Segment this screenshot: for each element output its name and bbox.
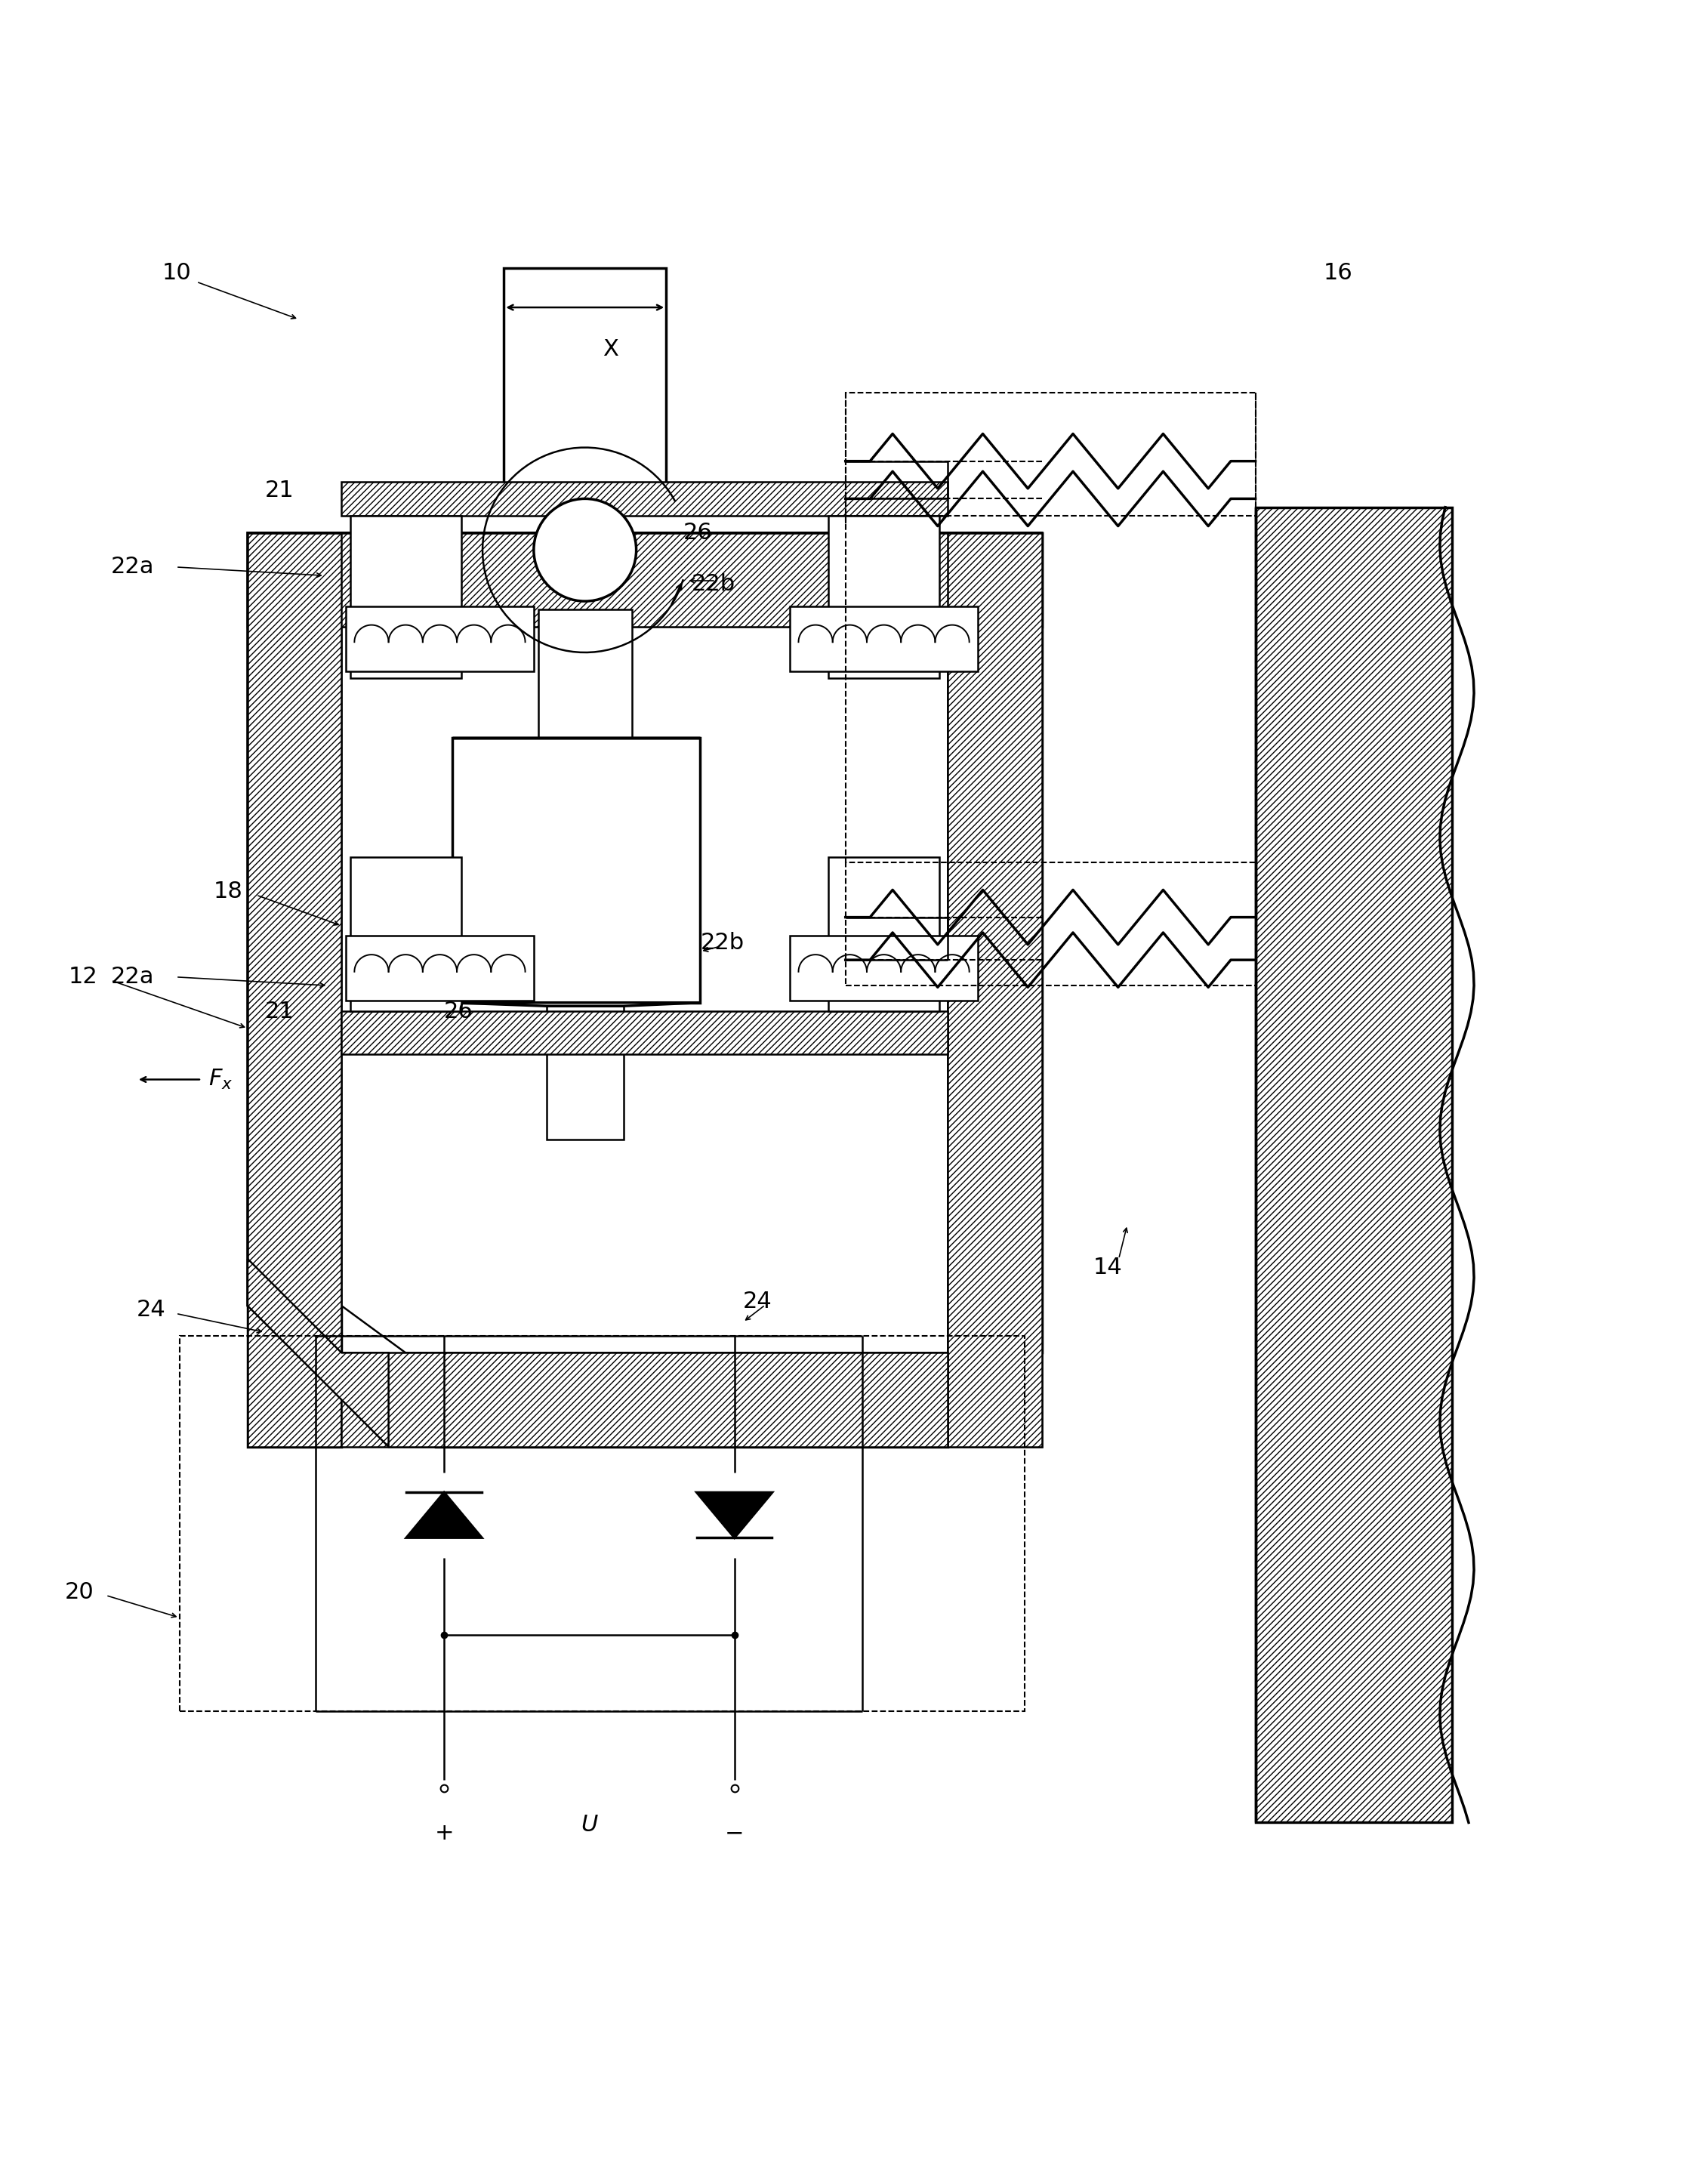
Text: 21: 21: [265, 479, 294, 501]
Text: +: +: [434, 1822, 454, 1844]
Text: 10: 10: [162, 261, 191, 285]
Bar: [342, 1354, 948, 1447]
Text: X: X: [603, 339, 618, 361]
Bar: [345, 937, 533, 1002]
Bar: [345, 607, 533, 671]
Bar: [791, 607, 979, 671]
Text: 20: 20: [65, 1580, 94, 1602]
Bar: [350, 857, 461, 1010]
Text: −: −: [724, 1822, 745, 1844]
Text: 24: 24: [137, 1300, 166, 1321]
Polygon shape: [407, 1492, 482, 1537]
Polygon shape: [697, 1492, 772, 1537]
Text: 21: 21: [265, 1000, 294, 1021]
Bar: [248, 533, 342, 1447]
Bar: [248, 533, 1042, 626]
Text: 14: 14: [1093, 1257, 1122, 1278]
Bar: [948, 533, 1042, 1447]
Text: 22a: 22a: [111, 557, 154, 579]
Bar: [828, 857, 939, 1010]
Bar: [791, 937, 979, 1002]
Text: 16: 16: [1324, 261, 1353, 285]
Bar: [845, 864, 1255, 985]
Bar: [248, 533, 1042, 626]
Bar: [828, 516, 939, 678]
Text: 22b: 22b: [692, 572, 736, 596]
Bar: [547, 1006, 623, 1140]
Bar: [948, 533, 1042, 1354]
Circle shape: [533, 499, 635, 600]
Bar: [342, 1010, 948, 1054]
Polygon shape: [248, 1259, 388, 1447]
Bar: [179, 1336, 1025, 1712]
Text: $F_x$: $F_x$: [208, 1069, 232, 1090]
Bar: [350, 516, 461, 678]
Text: 12: 12: [68, 965, 97, 989]
Text: 26: 26: [444, 1000, 473, 1021]
Bar: [248, 533, 342, 1447]
Polygon shape: [342, 626, 948, 1354]
Text: 22b: 22b: [700, 933, 745, 954]
Text: 26: 26: [683, 522, 712, 544]
Text: 18: 18: [214, 881, 243, 902]
Polygon shape: [342, 1354, 436, 1447]
Text: 22a: 22a: [111, 965, 154, 989]
Bar: [342, 481, 948, 516]
Bar: [453, 738, 700, 1002]
Text: 24: 24: [743, 1291, 772, 1313]
Bar: [538, 609, 632, 738]
Text: U: U: [581, 1814, 598, 1835]
Bar: [436, 1354, 948, 1447]
Polygon shape: [453, 1002, 700, 1006]
Bar: [504, 268, 666, 490]
Bar: [845, 393, 1255, 516]
Bar: [1255, 507, 1452, 1822]
